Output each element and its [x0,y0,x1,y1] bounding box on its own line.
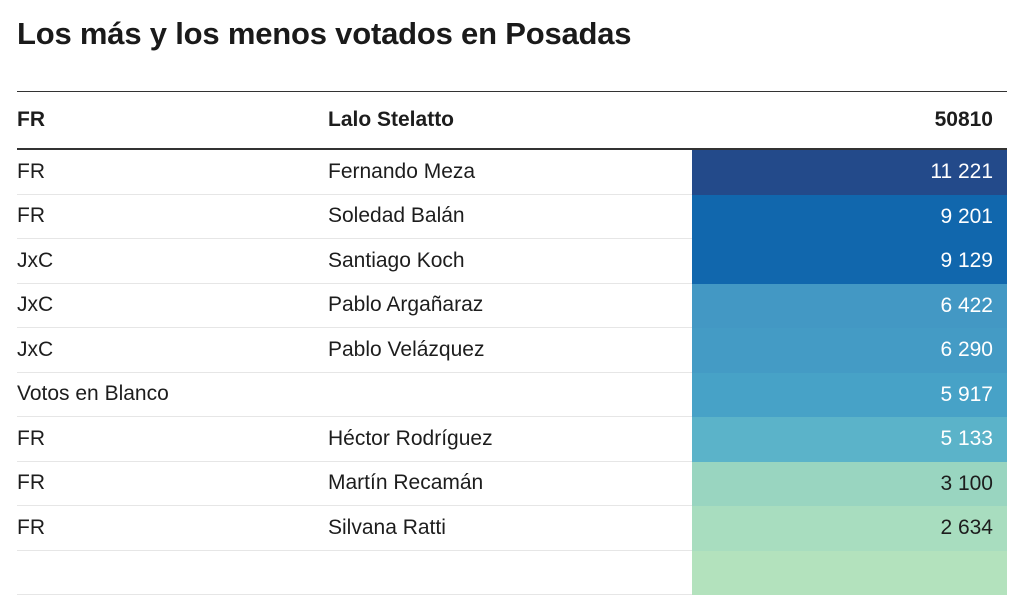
votes-cell: 5 917 [692,373,1007,418]
votes-cell: 5 133 [692,417,1007,462]
table-row [17,551,1007,595]
party-cell: FR [17,160,328,184]
votes-cell: 11 221 [692,150,1007,195]
votes-cell: 6 422 [692,284,1007,329]
table-row: Votos en Blanco 5 917 [17,373,1007,418]
candidate-cell: Martín Recamán [328,471,692,495]
candidate-cell: Héctor Rodríguez [328,427,692,451]
party-cell: FR [17,471,328,495]
header-votes: 50810 [692,92,1007,148]
page-title: Los más y los menos votados en Posadas [17,16,631,52]
party-cell: FR [17,427,328,451]
party-cell: JxC [17,293,328,317]
votes-cell: 3 100 [692,462,1007,507]
party-cell: JxC [17,338,328,362]
table-header-row: FR Lalo Stelatto 50810 [17,92,1007,150]
votes-cell: 9 201 [692,195,1007,240]
candidate-cell: Fernando Meza [328,160,692,184]
votes-cell [692,551,1007,595]
party-cell: Votos en Blanco [17,382,328,406]
candidate-cell: Pablo Argañaraz [328,293,692,317]
party-cell: FR [17,204,328,228]
votes-cell: 6 290 [692,328,1007,373]
votes-cell: 9 129 [692,239,1007,284]
candidate-cell: Pablo Velázquez [328,338,692,362]
party-cell: FR [17,516,328,540]
header-party: FR [17,108,328,132]
candidate-cell: Santiago Koch [328,249,692,273]
votes-cell: 2 634 [692,506,1007,551]
header-candidate: Lalo Stelatto [328,108,692,132]
party-cell: JxC [17,249,328,273]
candidate-cell: Silvana Ratti [328,516,692,540]
candidate-cell: Soledad Balán [328,204,692,228]
